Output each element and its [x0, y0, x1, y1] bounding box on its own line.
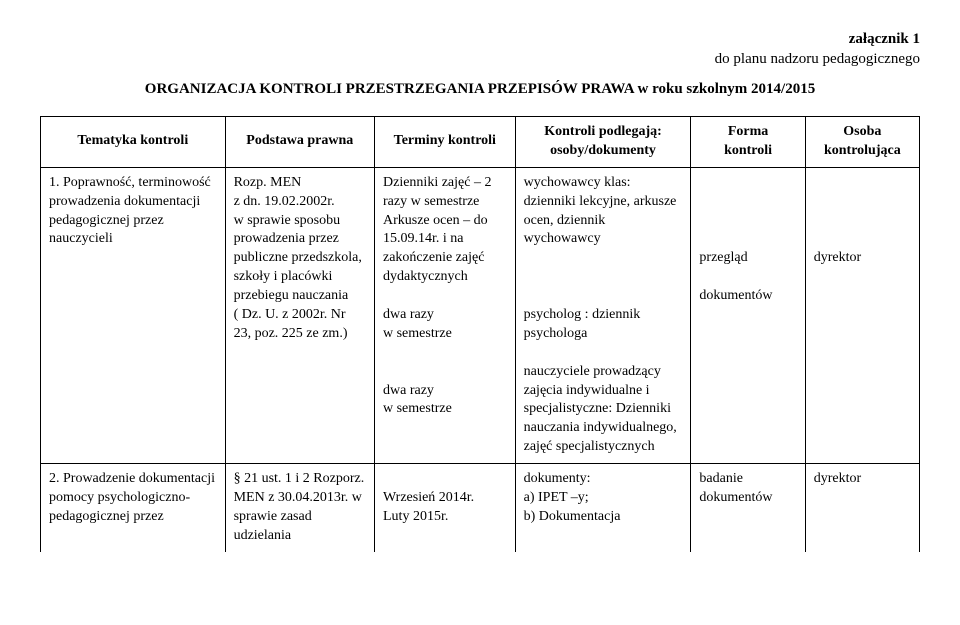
cell-r1-c3: Dzienniki zajęć – 2 razy w semestrze Ark… [375, 167, 516, 463]
cell-r1-c2: Rozp. MEN z dn. 19.02.2002r. w sprawie s… [225, 167, 374, 463]
header-osoba: Osoba kontrolująca [805, 117, 919, 168]
table-row: 2. Prowadzenie dokumentacji pomocy psych… [41, 464, 920, 552]
table-row: 1. Poprawność, terminowość prowadzenia d… [41, 167, 920, 463]
attachment-header: załącznik 1 do planu nadzoru pedagogiczn… [40, 30, 920, 69]
header-kontroli: Kontroli podlegają: osoby/dokumenty [515, 117, 691, 168]
cell-r1-c4: wychowawcy klas: dzienniki lekcyjne, ark… [515, 167, 691, 463]
cell-r1-c1: 1. Poprawność, terminowość prowadzenia d… [41, 167, 226, 463]
cell-r1-c6: dyrektor [805, 167, 919, 463]
cell-r2-c1: 2. Prowadzenie dokumentacji pomocy psych… [41, 464, 226, 552]
cell-r2-c6: dyrektor [805, 464, 919, 552]
page-title: ORGANIZACJA KONTROLI PRZESTRZEGANIA PRZE… [40, 81, 920, 98]
header-podstawa: Podstawa prawna [225, 117, 374, 168]
header-tematyka: Tematyka kontroli [41, 117, 226, 168]
attachment-sub: do planu nadzoru pedagogicznego [40, 50, 920, 70]
table-header-row: Tematyka kontroli Podstawa prawna Termin… [41, 117, 920, 168]
attachment-label: załącznik 1 [40, 30, 920, 50]
cell-r2-c2: § 21 ust. 1 i 2 Rozporz. MEN z 30.04.201… [225, 464, 374, 552]
header-forma: Forma kontroli [691, 117, 805, 168]
cell-r2-c4: dokumenty: a) IPET –y; b) Dokumentacja [515, 464, 691, 552]
control-table: Tematyka kontroli Podstawa prawna Termin… [40, 116, 920, 552]
cell-r2-c5: badanie dokumentów [691, 464, 805, 552]
cell-r2-c3: Wrzesień 2014r. Luty 2015r. [375, 464, 516, 552]
header-terminy: Terminy kontroli [375, 117, 516, 168]
cell-r1-c5: przegląd dokumentów [691, 167, 805, 463]
